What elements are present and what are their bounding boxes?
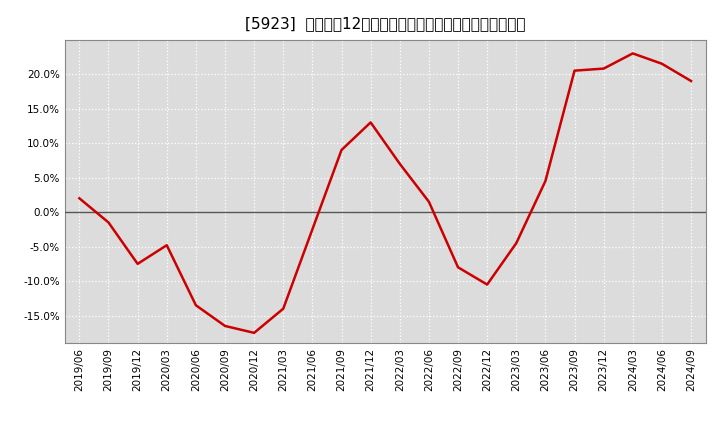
Title: [5923]  売上高の12か月移動合計の対前年同期増減率の推移: [5923] 売上高の12か月移動合計の対前年同期増減率の推移 [245, 16, 526, 32]
